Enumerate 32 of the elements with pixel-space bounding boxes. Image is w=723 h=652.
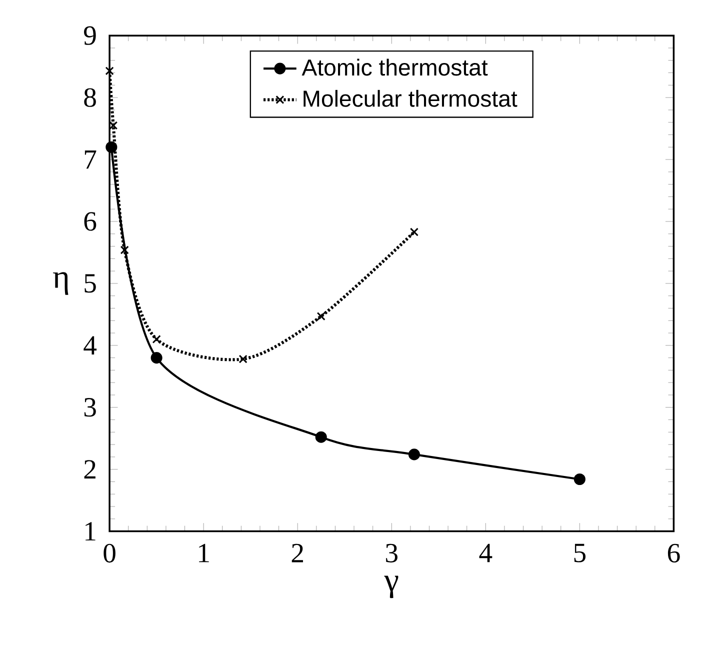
x-tick-label: 3 xyxy=(386,544,398,563)
x-tick-label: 1 xyxy=(199,544,209,562)
y-tick-label: 4 xyxy=(84,336,97,355)
legend-label: Molecular thermostat xyxy=(304,90,518,107)
x-tick-label: 4 xyxy=(479,544,492,562)
y-tick-label: 7 xyxy=(84,150,96,169)
x-tick-label: 0 xyxy=(104,544,116,563)
point xyxy=(106,141,118,154)
legend-label: Atomic thermostat xyxy=(302,58,488,76)
x-tick-label: 5 xyxy=(574,544,586,562)
point xyxy=(408,448,420,460)
point xyxy=(315,431,327,443)
y-tick-label: 5 xyxy=(84,274,96,293)
point xyxy=(150,352,162,364)
y-tick-label: 8 xyxy=(84,88,96,108)
x-tick-label: 6 xyxy=(668,544,680,563)
x-tick-label: 2 xyxy=(292,544,303,562)
y-axis-title: η xyxy=(53,272,68,295)
point xyxy=(120,246,129,254)
x-axis-title: γ xyxy=(384,576,398,598)
point xyxy=(152,335,161,344)
y-tick-label: 2 xyxy=(84,460,96,479)
point xyxy=(109,121,118,130)
y-tick-label: 6 xyxy=(84,212,96,231)
point xyxy=(574,474,586,486)
point xyxy=(105,66,114,76)
y-tick-label: 3 xyxy=(84,398,96,417)
y-tick-label: 9 xyxy=(84,26,96,46)
point xyxy=(410,228,419,236)
point xyxy=(238,354,248,364)
y-tick-label: 1 xyxy=(86,522,96,541)
point xyxy=(316,312,326,321)
